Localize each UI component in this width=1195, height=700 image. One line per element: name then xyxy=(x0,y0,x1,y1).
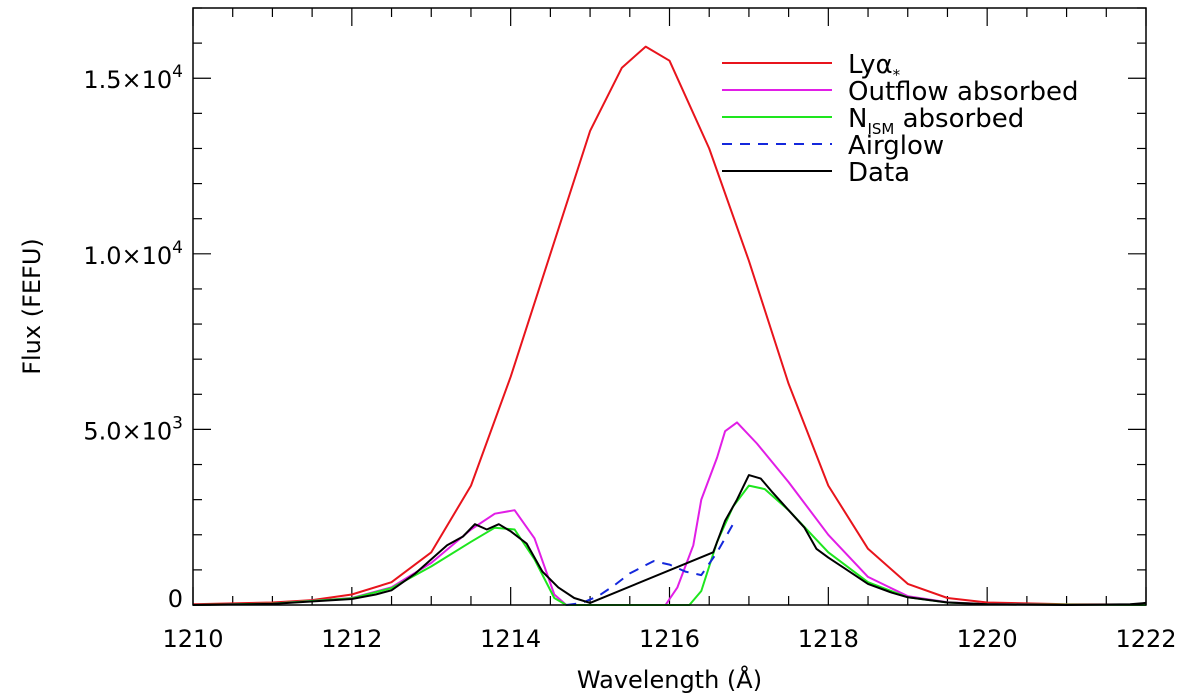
series-line-airglow xyxy=(566,523,734,606)
x-tick-label: 1212 xyxy=(321,625,382,653)
plot-frame xyxy=(192,7,1147,606)
legend-label-ism: NISM absorbed xyxy=(848,104,1024,138)
x-tick-label: 1218 xyxy=(798,625,859,653)
x-tick-label: 1220 xyxy=(957,625,1018,653)
y-tick-labels: 0 5.0×103 1.0×104 1.5×104 xyxy=(83,62,183,613)
series-line-ism xyxy=(192,484,1147,606)
y-tick-label: 0 xyxy=(168,585,183,613)
x-tick-label: 1216 xyxy=(639,625,700,653)
legend-label-outflow: Outflow absorbed xyxy=(848,77,1079,107)
y-axis-label: Flux (FEFU) xyxy=(18,238,46,375)
x-tick-label: 1214 xyxy=(480,625,541,653)
x-tick-label: 1210 xyxy=(162,625,223,653)
series-line-data xyxy=(192,474,1147,606)
legend-label-data: Data xyxy=(848,158,910,188)
y-tick-label: 1.0×104 xyxy=(83,238,183,270)
series-lines xyxy=(192,45,1147,606)
y-tick-label: 5.0×103 xyxy=(83,413,183,445)
series-line-outflow xyxy=(192,421,1147,606)
x-tick-label: 1222 xyxy=(1115,625,1176,653)
x-tick-labels: 1210 1212 1214 1216 1218 1220 1222 xyxy=(162,625,1176,653)
legend-label-lya: Lyα* xyxy=(848,50,901,84)
y-tick-label: 1.5×104 xyxy=(83,62,183,94)
x-axis-label: Wavelength (Å) xyxy=(577,665,762,694)
series-line-lya xyxy=(192,45,1147,606)
legend-label-airglow: Airglow xyxy=(848,131,944,161)
